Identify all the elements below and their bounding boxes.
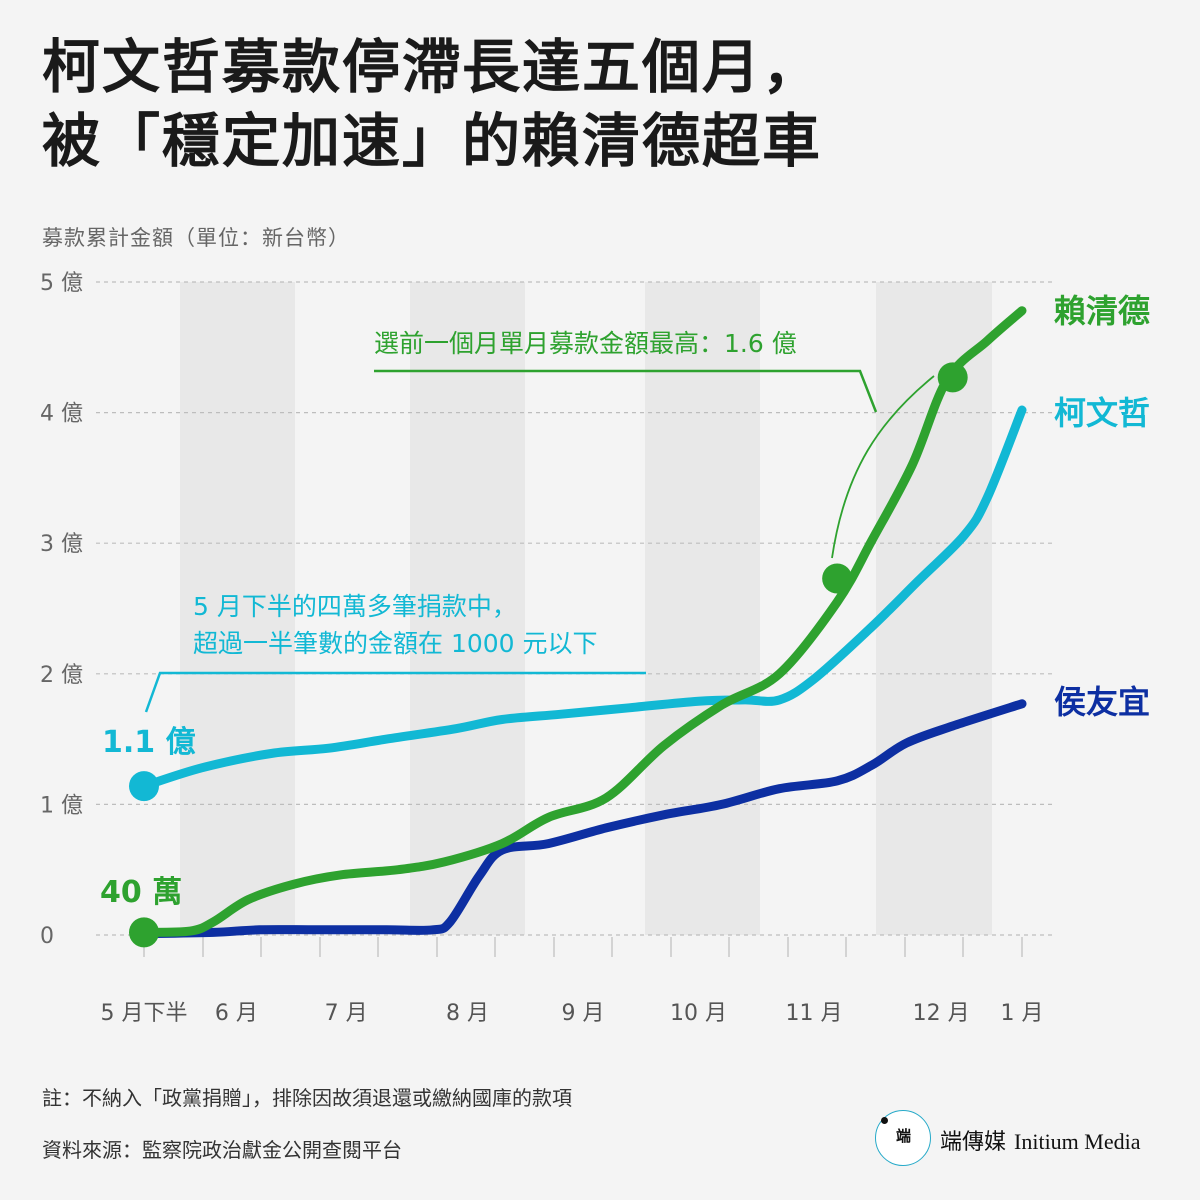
annotation-green-text: 選前一個月單月募款金額最高：1.6 億 (374, 329, 797, 358)
y-tick-label-4: 1 億 (40, 793, 83, 818)
series-line-2 (139, 306, 1027, 937)
y-tick-label-5: 0 (40, 924, 54, 949)
data-marker-0 (129, 771, 159, 802)
x-tick-label-8: 1 月 (1001, 1001, 1044, 1026)
month-band-0 (180, 282, 295, 935)
y-tick-label-1: 4 億 (40, 402, 83, 427)
logo-mark: 端 (895, 1127, 911, 1145)
series-line-1 (139, 405, 1027, 791)
data-marker-1 (129, 917, 159, 948)
month-band-2 (645, 282, 760, 935)
x-tick-label-2: 7 月 (325, 1001, 368, 1026)
x-tick-label-6: 11 月 (786, 1001, 843, 1026)
y-tick-label-3: 2 億 (40, 663, 83, 688)
series-line-0 (139, 699, 1027, 939)
data-source: 資料來源：監察院政治獻金公開查閱平台 (42, 1138, 402, 1162)
brand-name-en: Initium Media (1014, 1129, 1141, 1154)
series-end-label-2: 侯友宜 (1054, 683, 1150, 721)
x-tick-label-4: 9 月 (562, 1001, 605, 1026)
annotation-blue-text-line-1: 5 月下半的四萬多筆捐款中， (193, 592, 517, 621)
series-end-label-1: 柯文哲 (1054, 394, 1150, 432)
x-tick-label-7: 12 月 (913, 1001, 970, 1026)
title-line-2: 被「穩定加速」的賴清德超車 (42, 107, 823, 175)
title-line-1: 柯文哲募款停滯長達五個月， (42, 33, 823, 101)
y-tick-label-0: 5 億 (40, 271, 83, 296)
brand-name: 端傳媒 Initium Media (940, 1124, 1141, 1156)
annotation-green-leader (374, 369, 878, 413)
chart-subtitle: 募款累計金額（單位：新台幣） (42, 226, 350, 250)
annotation-blue-text-line-2: 超過一半筆數的金額在 1000 元以下 (193, 629, 598, 658)
annotation-blue-leader (144, 671, 646, 713)
footnote: 註：不納入「政黨捐贈」，排除因故須退還或繳納國庫的款項 (42, 1086, 572, 1110)
marker-label-lai-start: 40 萬 (100, 875, 182, 910)
data-marker-2 (822, 563, 853, 594)
series-end-label-0: 賴清德 (1054, 292, 1150, 330)
month-band-1 (410, 282, 525, 935)
brand-name-cn: 端傳媒 (940, 1130, 1007, 1155)
x-tick-label-1: 6 月 (215, 1001, 258, 1026)
x-tick-label-3: 8 月 (446, 1001, 489, 1026)
brand-logo: 端 (875, 1110, 931, 1166)
data-marker-3 (937, 362, 968, 393)
y-tick-label-2: 3 億 (40, 532, 83, 557)
x-tick-label-5: 10 月 (670, 1001, 727, 1026)
annotation-green-arc (831, 375, 935, 559)
marker-label-ko-start: 1.1 億 (102, 725, 196, 760)
x-tick-label-0: 5 月下半 (101, 1001, 188, 1026)
logo-dot (881, 1117, 888, 1124)
chart-title: 柯文哲募款停滯長達五個月， 被「穩定加速」的賴清德超車 (42, 30, 822, 178)
